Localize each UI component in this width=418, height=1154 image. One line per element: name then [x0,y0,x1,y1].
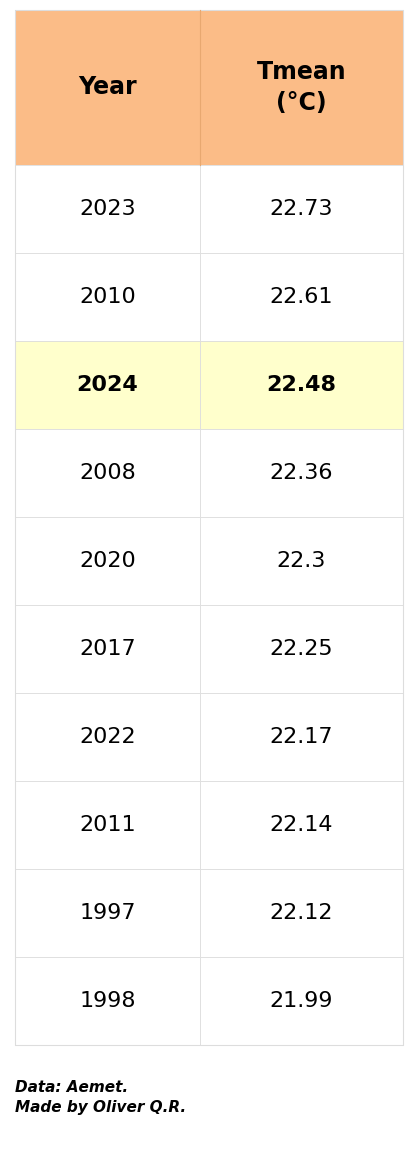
Bar [200,340,403,429]
Bar [200,781,403,869]
Text: 2008: 2008 [79,463,136,484]
Text: 21.99: 21.99 [270,991,333,1011]
Text: 2017: 2017 [79,639,136,659]
Text: 22.17: 22.17 [270,727,333,747]
Bar [200,253,403,340]
Text: 2024: 2024 [76,375,138,395]
Bar [200,957,403,1046]
Text: 2023: 2023 [79,198,136,219]
Text: 22.36: 22.36 [270,463,333,484]
Bar [200,429,403,517]
Bar [15,253,200,340]
Text: 2020: 2020 [79,550,136,571]
Text: Tmean
(°C): Tmean (°C) [257,60,346,115]
Bar [15,429,200,517]
Text: 1998: 1998 [79,991,136,1011]
Bar [15,517,200,605]
Text: 1997: 1997 [79,902,136,923]
Bar [15,10,403,1046]
Text: 22.73: 22.73 [270,198,333,219]
Bar [15,957,200,1046]
Text: 2022: 2022 [79,727,136,747]
Text: 22.3: 22.3 [277,550,326,571]
Text: Data: Aemet.: Data: Aemet. [15,1080,128,1095]
Text: Made by Oliver Q.R.: Made by Oliver Q.R. [15,1100,186,1115]
Bar [200,869,403,957]
Text: 22.14: 22.14 [270,815,333,835]
Bar [15,605,200,694]
Bar [200,517,403,605]
Text: 22.61: 22.61 [270,287,333,307]
Text: 22.12: 22.12 [270,902,333,923]
Bar [15,694,200,781]
Bar [200,605,403,694]
Bar [15,340,200,429]
Bar [15,869,200,957]
Text: 2011: 2011 [79,815,136,835]
Text: 22.48: 22.48 [267,375,336,395]
Text: 2010: 2010 [79,287,136,307]
Bar [15,165,200,253]
Text: 22.25: 22.25 [270,639,333,659]
Text: Year: Year [78,75,137,99]
Bar [200,165,403,253]
Bar [15,10,200,165]
Bar [200,694,403,781]
Bar [15,781,200,869]
Bar [200,10,403,165]
